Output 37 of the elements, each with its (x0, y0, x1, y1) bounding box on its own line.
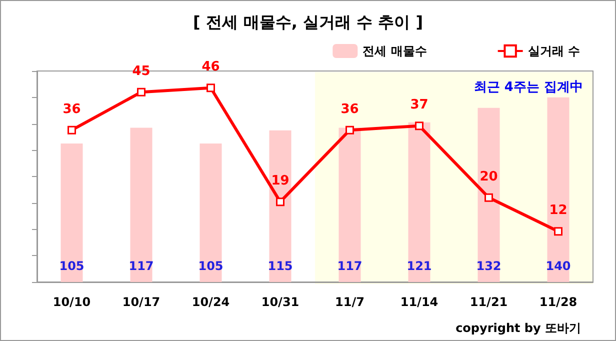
point (554, 227, 562, 236)
data-label: 117 (128, 259, 154, 273)
data-label: 20 (480, 169, 498, 184)
legend-label: 실거래 수 (528, 44, 580, 58)
data-label: 36 (62, 102, 81, 117)
data-label: 12 (549, 203, 568, 218)
data-label: 117 (337, 259, 362, 273)
legend-label: 전세 매물수 (362, 44, 427, 58)
data-label: 37 (410, 98, 428, 113)
x-tick-label: 10/17 (122, 295, 160, 309)
x-tick-label: 10/10 (52, 295, 91, 309)
data-label: 121 (406, 259, 432, 273)
text: copyright by 또바기 (456, 321, 581, 335)
point (484, 193, 493, 202)
point (276, 198, 284, 206)
chart-title: [ 전세 매물수, 실거래 수 추이 ] (192, 12, 424, 32)
x-tick-label: 11/28 (539, 295, 578, 309)
x-tick-label: 11/7 (335, 295, 364, 309)
data-label: 105 (59, 259, 84, 273)
point (68, 126, 76, 134)
point (206, 84, 215, 92)
data-label: 132 (476, 259, 502, 273)
data-label: 115 (268, 259, 293, 273)
x-tick-label: 11/21 (470, 295, 508, 309)
x-tick-label: 11/14 (400, 295, 438, 309)
data-label: 140 (546, 259, 571, 273)
data-label: 19 (271, 174, 290, 189)
x-tick-label: 10/24 (192, 295, 230, 309)
point (346, 126, 354, 134)
x-tick-label: 10/31 (261, 295, 300, 309)
point (137, 88, 146, 96)
data-label: 36 (340, 102, 359, 117)
data-label: 46 (202, 60, 220, 75)
band-label: 최근 4주는 집계中 (474, 80, 584, 95)
data-label: 45 (132, 64, 150, 79)
data-label: 105 (198, 259, 224, 273)
point (415, 122, 424, 130)
